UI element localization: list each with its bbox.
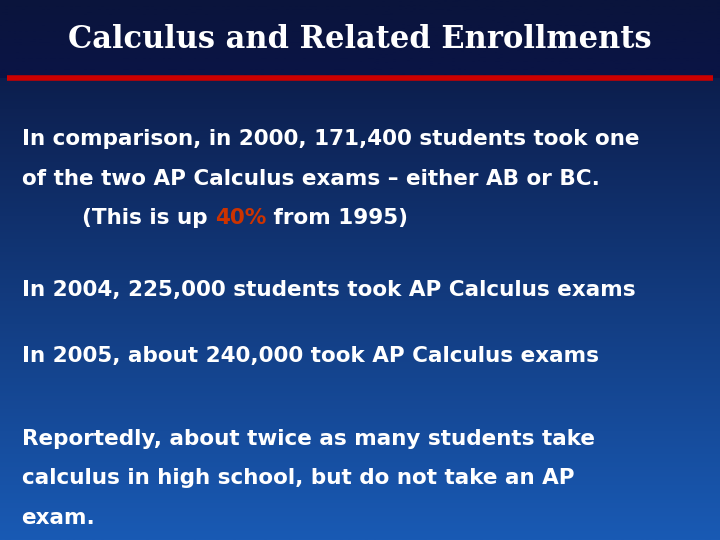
Text: exam.: exam. xyxy=(22,508,95,528)
Text: In comparison, in 2000, 171,400 students took one: In comparison, in 2000, 171,400 students… xyxy=(22,129,639,150)
Text: (This is up: (This is up xyxy=(22,208,215,228)
Text: In 2004, 225,000 students took AP Calculus exams: In 2004, 225,000 students took AP Calcul… xyxy=(22,280,635,300)
Text: Calculus and Related Enrollments: Calculus and Related Enrollments xyxy=(68,24,652,55)
Text: calculus in high school, but do not take an AP: calculus in high school, but do not take… xyxy=(22,468,574,489)
Text: 40%: 40% xyxy=(215,208,266,228)
Text: Reportedly, about twice as many students take: Reportedly, about twice as many students… xyxy=(22,429,595,449)
Text: of the two AP Calculus exams – either AB or BC.: of the two AP Calculus exams – either AB… xyxy=(22,168,600,189)
Text: In 2005, about 240,000 took AP Calculus exams: In 2005, about 240,000 took AP Calculus … xyxy=(22,346,598,367)
Text: from 1995): from 1995) xyxy=(266,208,408,228)
